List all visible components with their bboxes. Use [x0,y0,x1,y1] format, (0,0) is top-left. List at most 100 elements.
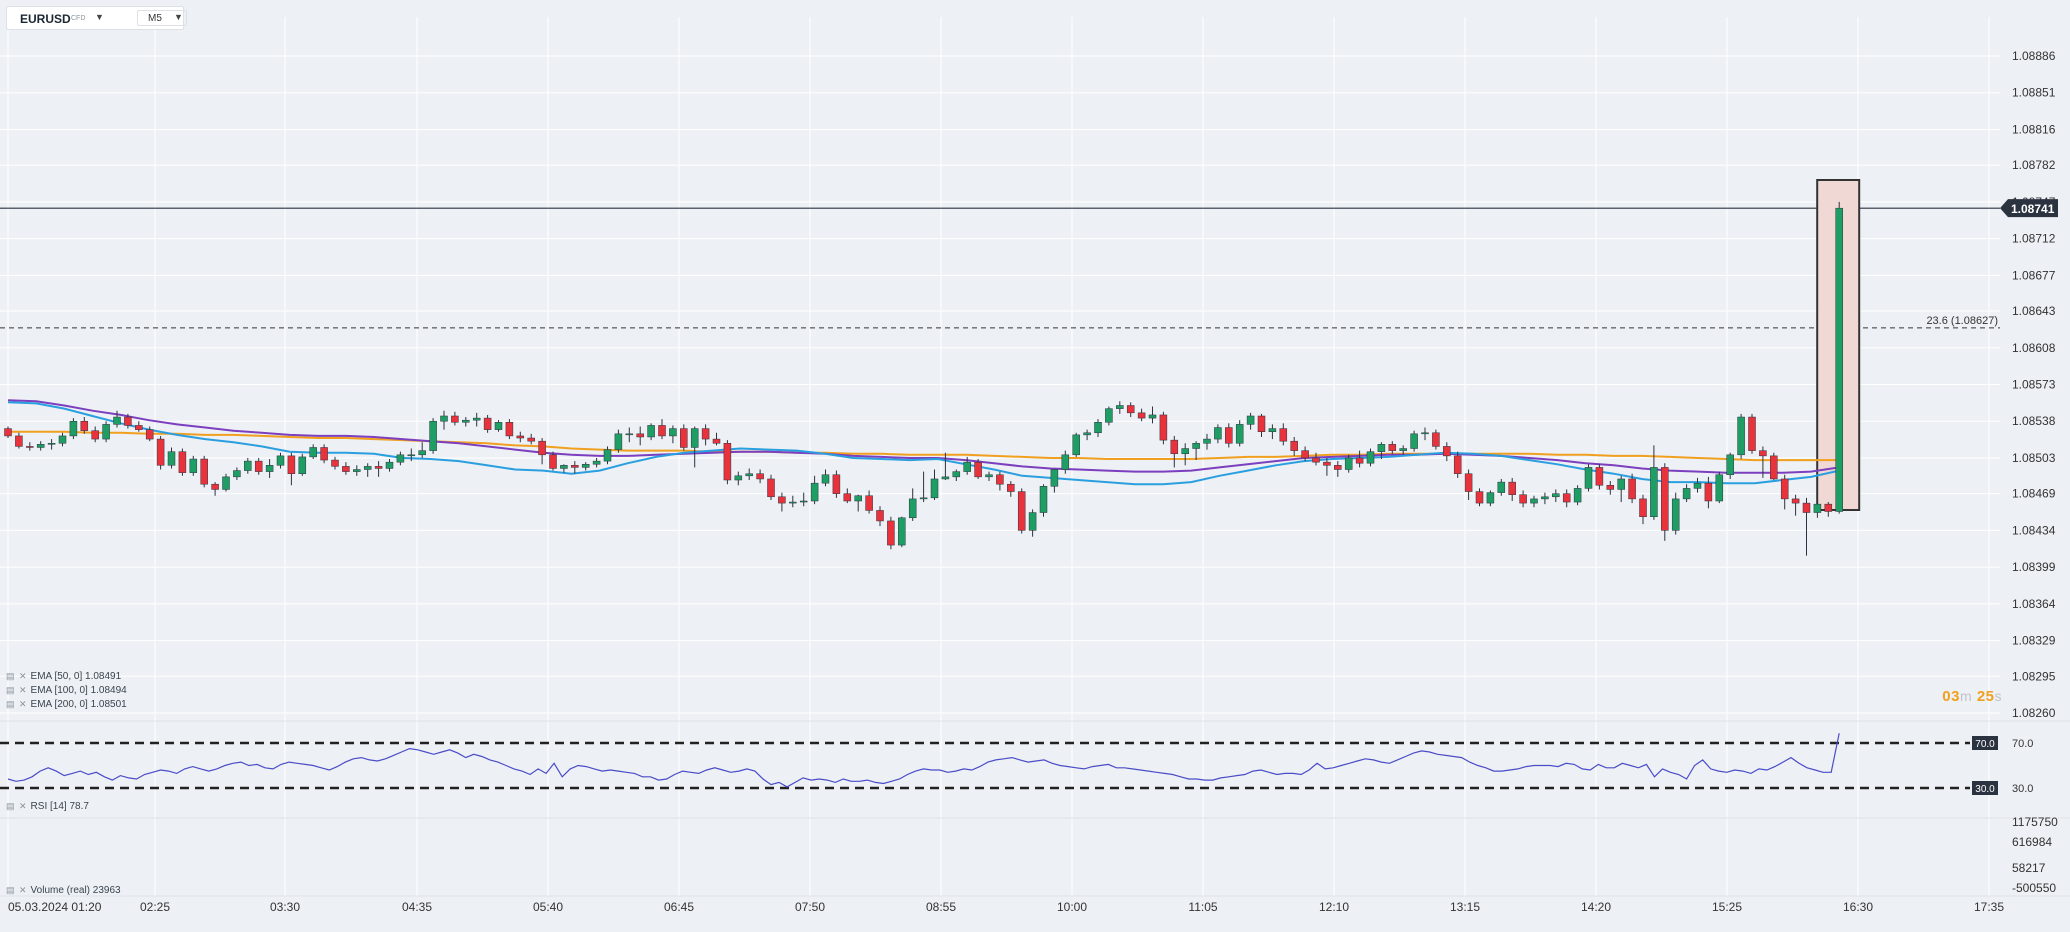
candle-body [1181,448,1189,455]
candle [1519,490,1527,508]
candle-body [636,433,644,438]
candle-body [1083,432,1091,436]
candle-body [712,438,721,444]
candle-body [1748,416,1756,451]
candle [15,432,23,449]
candle [1268,424,1277,440]
candle [799,492,808,507]
candle [483,414,492,433]
candle-body [113,416,121,425]
candle [451,411,459,426]
candle [1639,494,1647,525]
candle-body [1094,422,1102,434]
candle-body [1410,433,1418,449]
candle-body [1235,424,1244,444]
candle-body [1344,457,1353,470]
candle [211,482,219,496]
symbol-dropdown-icon[interactable]: ▼ [95,12,104,22]
candle [494,420,503,432]
candle [331,456,339,470]
candle [80,417,89,434]
candle-body [701,428,710,440]
candle [527,433,535,445]
candle-body [1421,432,1429,435]
legend-ema200: ▤ ✕ EMA [200, 0] 1.08501 [6,699,127,710]
candle [1116,401,1124,414]
legend-ema50: ▤ ✕ EMA [50, 0] 1.08491 [6,671,121,682]
candle [1279,423,1288,446]
candle-body [669,428,677,437]
candle-body [47,443,56,445]
candle [625,427,634,443]
time-tick-label: 05.03.2024 01:20 [8,900,102,914]
settings-icon[interactable]: ▤ ✕ [6,885,28,895]
candle [156,435,165,470]
symbol-selector[interactable]: EURUSD CFD ▼ M5 ▼ [6,6,187,30]
price-tick-label: 1.08643 [2012,304,2056,318]
candle [560,464,568,473]
countdown-minutes: 03 [1942,688,1960,705]
candle-body [396,454,405,463]
candle [876,506,884,527]
candle-body [1061,454,1070,470]
candle [756,469,764,484]
ema200-line [8,430,1840,462]
timeframe-dropdown-icon[interactable]: ▼ [174,12,183,22]
candle [1246,412,1255,430]
candle [789,495,797,508]
candle-body [102,424,110,440]
candle [1552,489,1560,503]
candle-body [135,425,143,430]
candle [680,424,688,451]
last-price-text: 1.08741 [2011,202,2055,216]
legend-ema100: ▤ ✕ EMA [100, 0] 1.08494 [6,685,127,696]
candle-body [440,415,448,422]
candle [1453,451,1462,478]
candle [1007,481,1015,497]
settings-icon[interactable]: ▤ ✕ [6,699,28,709]
countdown-seconds: 25 [1976,688,1995,705]
candle-body [560,465,568,469]
candle-body [494,422,503,430]
candle-body [865,495,873,511]
time-tick-label: 03:30 [270,900,300,914]
candle-body [1268,428,1277,432]
candle [1377,442,1386,460]
candle [1126,402,1135,418]
candle-body [385,461,394,469]
candle-body [363,466,372,470]
candle-body [963,461,971,472]
candle-body [876,510,884,522]
candle [1094,419,1102,437]
candle-body [1530,498,1538,504]
volume-tick-label: 616984 [2012,835,2052,849]
time-tick-label: 10:00 [1057,900,1087,914]
candle-body [756,473,764,480]
settings-icon[interactable]: ▤ ✕ [6,685,28,695]
candle-body [418,450,426,456]
candle [723,440,732,485]
candle [233,467,241,481]
candle-body [1802,502,1811,513]
candle [113,410,121,428]
candle [254,457,263,475]
ema100-line [7,399,1840,474]
candle-body [1497,481,1506,493]
last-price-tag [2000,199,2058,218]
candle [1039,484,1048,517]
timeframe-select[interactable]: M5 ▼ [137,10,187,26]
symbol-name: EURUSD [20,12,71,26]
candle-body [1257,415,1266,432]
candle [734,471,743,486]
candle [298,453,307,476]
candle [1780,474,1789,510]
candle-body [1007,483,1015,492]
candle [1137,408,1146,422]
candle-body [1039,486,1048,513]
candle [69,418,78,440]
settings-icon[interactable]: ▤ ✕ [6,671,28,681]
settings-icon[interactable]: ▤ ✕ [6,801,28,811]
time-tick-label: 08:55 [926,900,956,914]
candle-body [1584,467,1593,489]
